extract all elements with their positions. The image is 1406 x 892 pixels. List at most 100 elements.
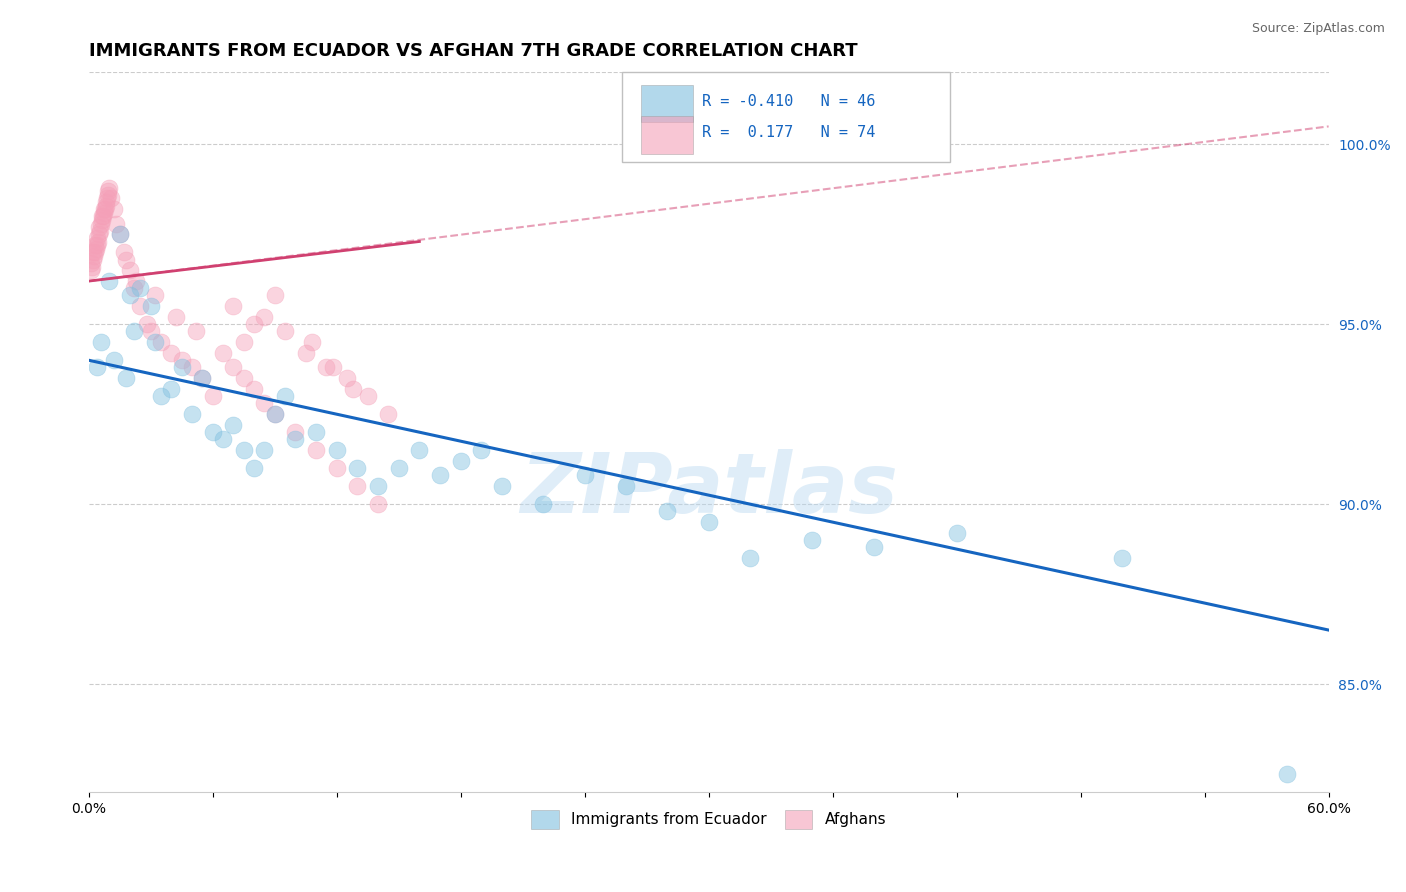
Point xyxy=(408,443,430,458)
Point xyxy=(945,525,967,540)
Point xyxy=(135,318,157,332)
Point xyxy=(122,281,145,295)
Point xyxy=(80,260,103,274)
FancyBboxPatch shape xyxy=(641,85,693,122)
Point xyxy=(429,468,451,483)
Point xyxy=(181,407,204,421)
Point xyxy=(201,425,224,440)
Point xyxy=(103,202,125,216)
Point xyxy=(170,360,193,375)
Point xyxy=(253,396,276,410)
Point xyxy=(325,461,347,475)
Point xyxy=(322,360,344,375)
Point xyxy=(697,515,720,529)
Point xyxy=(112,245,135,260)
Point xyxy=(738,551,761,566)
Point xyxy=(165,310,187,324)
Point xyxy=(98,274,121,288)
Point xyxy=(305,443,328,458)
Point xyxy=(284,425,307,440)
Point xyxy=(253,310,276,324)
Point xyxy=(93,202,115,216)
Point xyxy=(284,433,307,447)
Point xyxy=(87,227,110,242)
Point xyxy=(450,454,472,468)
Point xyxy=(90,335,112,350)
Point xyxy=(367,479,389,493)
Point xyxy=(86,360,108,375)
Point xyxy=(346,461,368,475)
Point xyxy=(86,238,108,252)
Point xyxy=(87,235,110,249)
Point xyxy=(120,288,142,302)
Point xyxy=(120,263,142,277)
Point xyxy=(191,371,214,385)
Point xyxy=(139,325,162,339)
Point xyxy=(315,360,337,375)
Point xyxy=(263,407,285,421)
Text: Source: ZipAtlas.com: Source: ZipAtlas.com xyxy=(1251,22,1385,36)
Point xyxy=(143,288,166,302)
Point xyxy=(150,335,173,350)
Point xyxy=(186,325,208,339)
Point xyxy=(301,335,323,350)
Point xyxy=(82,245,104,260)
Point xyxy=(531,497,554,511)
Point xyxy=(160,346,183,360)
Point xyxy=(491,479,513,493)
Point xyxy=(104,217,127,231)
Point xyxy=(94,202,117,216)
Point xyxy=(125,274,148,288)
Point xyxy=(90,217,112,231)
Point xyxy=(91,210,114,224)
Point xyxy=(232,335,254,350)
Point xyxy=(1277,767,1299,781)
Point xyxy=(253,443,276,458)
FancyBboxPatch shape xyxy=(621,72,950,162)
Point xyxy=(801,533,824,548)
Point xyxy=(160,382,183,396)
Point xyxy=(222,417,245,432)
Point xyxy=(97,184,120,198)
Text: ZIPatlas: ZIPatlas xyxy=(520,450,897,530)
Point xyxy=(115,252,138,267)
Point xyxy=(222,360,245,375)
Point xyxy=(91,213,114,227)
Point xyxy=(150,389,173,403)
Point xyxy=(84,245,107,260)
Point xyxy=(170,353,193,368)
Point xyxy=(108,227,131,242)
Point xyxy=(274,389,297,403)
Point xyxy=(388,461,411,475)
Text: R = -0.410   N = 46: R = -0.410 N = 46 xyxy=(703,94,876,109)
Point xyxy=(122,325,145,339)
Point xyxy=(108,227,131,242)
Point xyxy=(232,443,254,458)
Point xyxy=(367,497,389,511)
Point xyxy=(103,353,125,368)
Point xyxy=(346,479,368,493)
Point xyxy=(336,371,359,385)
Point xyxy=(100,191,122,205)
Point xyxy=(357,389,380,403)
Point xyxy=(243,318,266,332)
Point xyxy=(98,180,121,194)
Point xyxy=(181,360,204,375)
Point xyxy=(243,461,266,475)
Point xyxy=(657,504,679,518)
Point xyxy=(263,288,285,302)
Point xyxy=(222,299,245,313)
Point xyxy=(191,371,214,385)
Point xyxy=(83,249,105,263)
Point xyxy=(139,299,162,313)
FancyBboxPatch shape xyxy=(641,116,693,153)
Point xyxy=(614,479,637,493)
Point xyxy=(143,335,166,350)
Point xyxy=(263,407,285,421)
Point xyxy=(863,541,886,555)
Point xyxy=(342,382,364,396)
Point xyxy=(97,187,120,202)
Point xyxy=(84,238,107,252)
Point xyxy=(129,299,152,313)
Point xyxy=(90,210,112,224)
